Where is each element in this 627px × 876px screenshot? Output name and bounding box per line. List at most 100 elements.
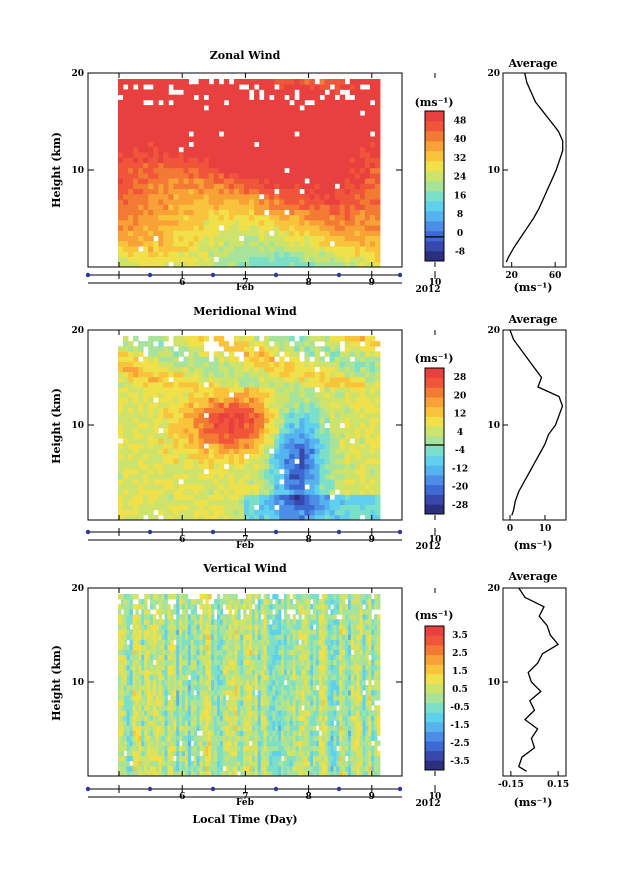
heatmap-cell xyxy=(141,755,145,762)
heatmap-cell xyxy=(279,99,285,106)
heatmap-cell xyxy=(329,509,336,516)
heatmap-cell xyxy=(289,94,295,101)
heatmap-cell xyxy=(349,392,356,398)
heatmap-cell xyxy=(143,178,149,184)
heatmap-cell xyxy=(118,115,124,122)
heatmap-cell xyxy=(198,256,205,263)
heatmap-cell xyxy=(223,361,230,368)
heatmap-cell xyxy=(141,715,145,721)
heatmap-cell xyxy=(118,770,122,777)
heatmap-cell xyxy=(118,453,124,460)
heatmap-cell xyxy=(354,230,361,237)
heatmap-cell xyxy=(158,382,164,388)
heatmap-cell xyxy=(274,79,280,85)
heatmap-cell xyxy=(183,167,189,174)
heatmap-cell xyxy=(349,371,356,378)
heatmap-cell xyxy=(170,695,174,701)
heatmap-cell xyxy=(238,152,245,158)
heatmap-cell xyxy=(218,341,225,347)
heatmap-cell xyxy=(158,609,163,615)
heatmap-cell xyxy=(269,84,275,90)
heatmap-cell xyxy=(178,126,184,132)
heatmap-cell xyxy=(243,402,250,408)
heatmap-cell xyxy=(349,499,356,506)
heatmap-cell xyxy=(254,214,260,221)
heatmap-cell xyxy=(349,433,356,439)
heatmap-cell xyxy=(364,183,371,190)
heatmap-cell xyxy=(254,474,260,480)
heatmap-cell xyxy=(118,422,124,429)
heatmap-cell xyxy=(369,225,376,231)
heatmap-cell xyxy=(344,468,351,475)
heatmap-cell xyxy=(214,690,218,696)
heatmap-cell xyxy=(211,715,215,721)
heatmap-cell xyxy=(123,715,128,721)
heatmap-cell xyxy=(173,509,179,516)
heatmap-cell xyxy=(214,720,218,726)
heatmap-cell xyxy=(158,594,163,600)
heatmap-cell xyxy=(213,361,220,368)
heatmap-cell xyxy=(334,428,341,434)
heatmap-cell xyxy=(148,397,154,403)
heatmap-cell xyxy=(161,700,165,706)
heatmap-cell xyxy=(374,484,381,490)
heatmap-cell xyxy=(349,443,356,449)
heatmap-cell xyxy=(289,366,295,373)
heatmap-cell xyxy=(178,417,184,424)
heatmap-cell xyxy=(168,220,174,226)
heatmap-cell xyxy=(187,685,192,691)
heatmap-cell xyxy=(176,619,180,625)
heatmap-cell xyxy=(359,433,366,439)
heatmap-cell xyxy=(167,740,171,747)
heatmap-cell xyxy=(334,99,341,106)
heatmap-cell xyxy=(143,246,149,252)
heatmap-cell xyxy=(129,629,133,635)
heatmap-cell xyxy=(193,629,197,635)
heatmap-cell xyxy=(334,514,341,521)
heatmap-cell xyxy=(294,167,300,174)
heatmap-cell xyxy=(369,356,376,362)
heatmap-cell xyxy=(158,246,164,252)
heatmap-cell xyxy=(284,240,290,247)
heatmap-cell xyxy=(213,199,220,205)
heatmap-cell xyxy=(309,110,315,116)
heatmap-cell xyxy=(269,494,275,500)
heatmap-cell xyxy=(238,463,245,470)
heatmap-cell xyxy=(274,120,280,127)
heatmap-cell xyxy=(182,695,186,701)
heatmap-cell xyxy=(233,105,240,111)
heatmap-cell xyxy=(223,94,230,101)
heatmap-cell xyxy=(183,468,189,475)
heatmap-cell xyxy=(218,183,225,190)
heatmap-cell xyxy=(329,94,336,101)
heatmap-cell xyxy=(216,674,221,681)
heatmap-cell xyxy=(243,240,250,247)
heatmap-cell xyxy=(203,504,210,511)
heatmap-cell xyxy=(324,115,331,122)
heatmap-cell xyxy=(364,509,371,516)
heatmap-cell xyxy=(249,458,255,465)
heatmap-cell xyxy=(359,120,366,127)
heatmap-cell xyxy=(193,433,200,439)
heatmap-cell xyxy=(163,392,169,398)
heatmap-cell xyxy=(264,131,270,137)
heatmap-cell xyxy=(173,251,179,257)
heatmap-cell xyxy=(249,126,255,132)
heatmap-cell xyxy=(344,443,351,449)
heatmap-cell xyxy=(148,366,154,373)
heatmap-cell xyxy=(299,433,305,439)
heatmap-cell xyxy=(299,392,305,398)
y-tick-label: 20 xyxy=(71,326,84,336)
heatmap-cell xyxy=(164,604,168,610)
heatmap-cell xyxy=(279,136,285,143)
heatmap-cell xyxy=(144,669,148,676)
heatmap-cell xyxy=(161,745,165,752)
heatmap-cell xyxy=(279,230,285,237)
heatmap-cell xyxy=(178,199,184,205)
heatmap-cell xyxy=(249,346,255,352)
heatmap-cell xyxy=(324,120,331,127)
heatmap-cell xyxy=(126,634,131,640)
heatmap-cell xyxy=(208,765,212,772)
heatmap-cell xyxy=(123,136,129,143)
heatmap-cell xyxy=(219,720,224,726)
